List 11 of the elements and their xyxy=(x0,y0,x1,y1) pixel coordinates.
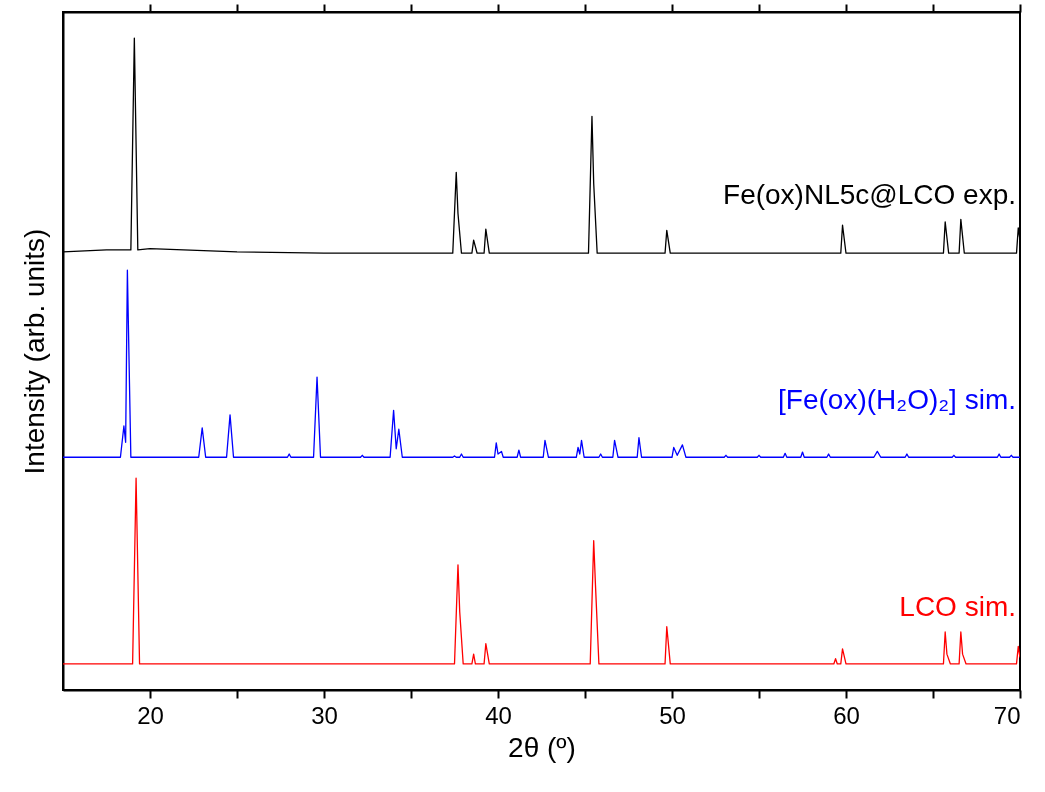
x-axis-title: 2θ (º) xyxy=(508,731,576,763)
series-label: LCO sim. xyxy=(899,590,1016,622)
x-tick-label: 20 xyxy=(137,701,164,729)
x-tick-label: 60 xyxy=(833,701,860,729)
x-tick-label: 40 xyxy=(485,701,512,729)
x-tick-label: 50 xyxy=(659,701,686,729)
y-axis-title: Intensity (arb. units) xyxy=(18,228,50,475)
x-tick-label: 70 xyxy=(993,701,1021,729)
series-label: [Fe(ox)(H₂O)₂] sim. xyxy=(778,384,1016,416)
series-label: Fe(ox)NL5c@LCO exp. xyxy=(723,178,1016,210)
x-tick-label: 30 xyxy=(311,701,338,729)
